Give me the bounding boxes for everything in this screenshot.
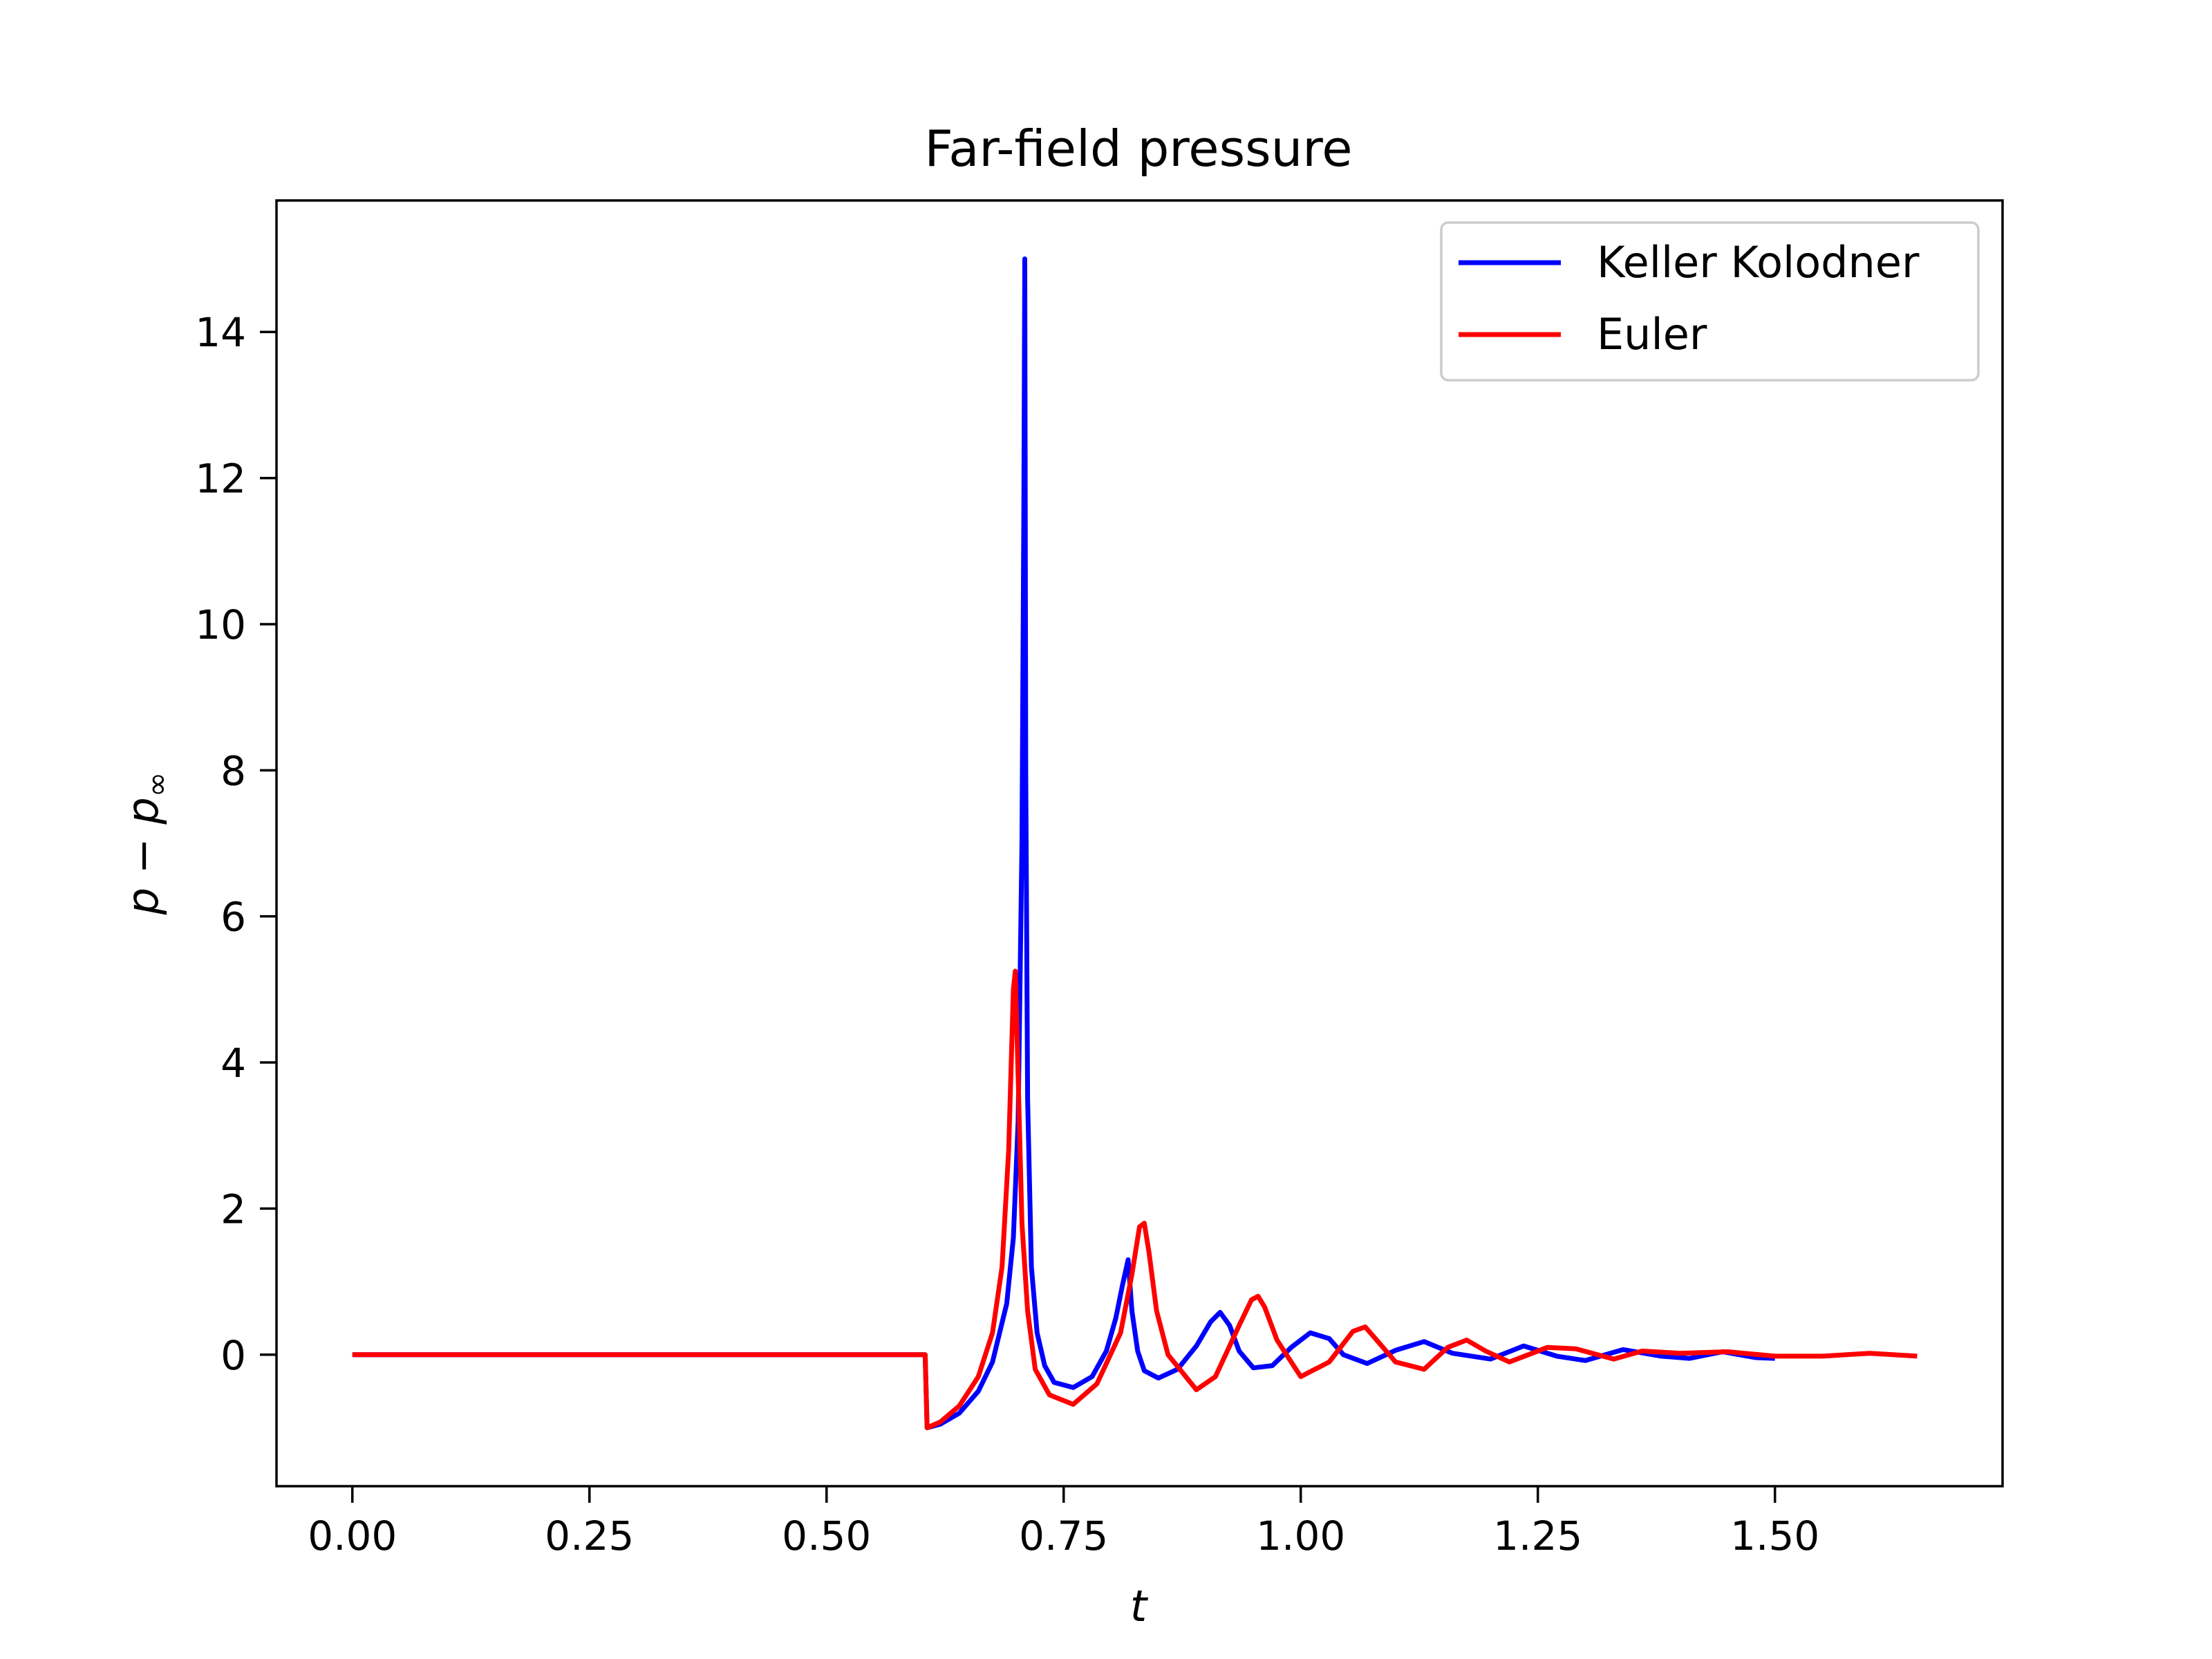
y-axis-label-subscript: ∞	[140, 772, 175, 798]
y-axis-label-main: p − p	[118, 797, 168, 915]
x-tick-label: 1.50	[1730, 1512, 1819, 1559]
legend-box	[1440, 221, 1980, 382]
x-tick-label: 1.25	[1493, 1512, 1582, 1559]
x-tick-label: 0.00	[308, 1512, 397, 1559]
y-tick-label: 2	[221, 1185, 246, 1232]
y-axis: 0 2 4 6 8 10 12 14	[195, 309, 276, 1379]
legend-label-euler: Euler	[1597, 309, 1707, 359]
legend: Keller Kolodner Euler	[1440, 221, 1980, 382]
x-tick-label: 0.50	[782, 1512, 871, 1559]
plot-frame	[275, 199, 2004, 1488]
y-tick-label: 4	[221, 1040, 246, 1087]
x-tick-label: 0.75	[1019, 1512, 1108, 1559]
x-axis-label: t	[1130, 1581, 1149, 1631]
legend-label-keller-kolodner: Keller Kolodner	[1597, 237, 1920, 288]
y-tick-label: 0	[221, 1332, 246, 1379]
chart-title: Far-field pressure	[924, 120, 1352, 178]
y-axis-label: p − p∞	[118, 772, 175, 916]
series-line-euler	[352, 968, 1918, 1430]
x-tick-label: 0.25	[545, 1512, 634, 1559]
y-tick-label: 6	[221, 894, 246, 941]
y-tick-label: 12	[195, 456, 246, 503]
x-axis: 0.00 0.25 0.50 0.75 1.00 1.25 1.50	[308, 1486, 1819, 1559]
series-layer	[352, 256, 1918, 1430]
y-tick-label: 14	[195, 309, 246, 356]
y-tick-label: 10	[195, 601, 246, 648]
x-tick-label: 1.00	[1256, 1512, 1345, 1559]
y-tick-label: 8	[221, 747, 246, 794]
